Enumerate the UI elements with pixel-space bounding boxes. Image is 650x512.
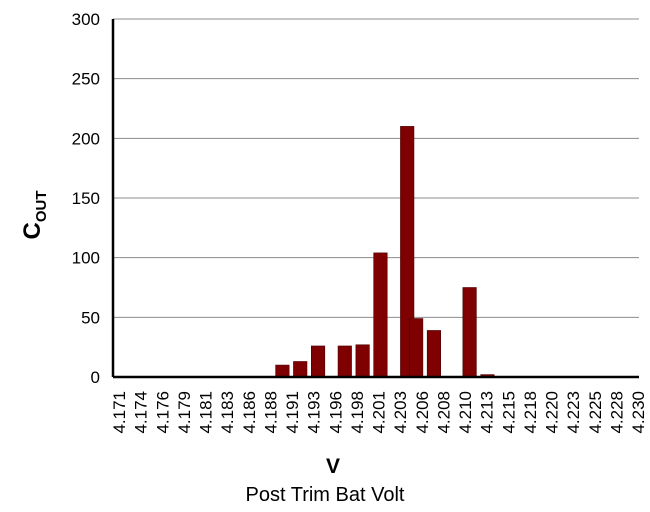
x-tick-label: 4.223 [564,391,583,434]
bar [462,287,477,378]
x-tick-label: 4.210 [456,391,475,434]
chart-caption: Post Trim Bat Volt [245,484,405,506]
gridlines [113,18,639,318]
bar [355,344,370,378]
y-tick-label: 250 [72,70,100,89]
x-tick-label: 4.206 [413,391,432,434]
x-tick-label: 4.230 [629,391,648,434]
x-tick-label: 4.208 [434,391,453,434]
y-tick-label: 50 [81,308,100,327]
y-tick-labels: 0 50 100 150 200 250 300 [72,10,100,387]
x-tick-label: 4.174 [132,391,151,434]
bar [337,345,352,378]
x-tick-label: 4.225 [586,391,605,434]
y-axis-label: COUT [19,190,50,239]
bar [426,330,441,378]
axes [111,19,639,379]
y-tick-label: 100 [72,249,100,268]
x-tick-label: 4.198 [348,391,367,434]
x-tick-label: 4.220 [543,391,562,434]
x-tick-label: 4.188 [261,391,280,434]
x-tick-label: 4.215 [499,391,518,434]
x-tick-label: 4.228 [607,391,626,434]
x-tick-label: 4.176 [153,391,172,434]
x-tick-labels: 4.171 4.174 4.176 4.179 4.181 4.183 4.186 4.188… [110,391,648,434]
x-tick-label: 4.213 [478,391,497,434]
y-tick-label: 200 [72,129,100,148]
bar [275,364,290,378]
x-axis-label: V [326,455,340,478]
x-tick-label: 4.186 [240,391,259,434]
x-tick-label: 4.181 [197,391,216,434]
x-tick-label: 4.191 [283,391,302,434]
bar [409,318,424,378]
y-tick-label: 0 [91,368,100,387]
bar [373,252,388,378]
x-tick-label: 4.171 [110,391,129,434]
x-tick-label: 4.201 [370,391,389,434]
x-tick-label: 4.179 [175,391,194,434]
y-tick-label: 300 [72,10,100,29]
y-axis-label-main: C [19,222,46,239]
y-tick-label: 150 [72,189,100,208]
x-tick-label: 4.183 [218,391,237,434]
bars [275,126,495,378]
x-tick-label: 4.193 [305,391,324,434]
y-axis-label-subscript: OUT [33,190,50,222]
x-tick-label: 4.203 [391,391,410,434]
bar [293,361,308,378]
bar [311,345,326,378]
x-tick-label: 4.196 [326,391,345,434]
x-tick-label: 4.218 [521,391,540,434]
